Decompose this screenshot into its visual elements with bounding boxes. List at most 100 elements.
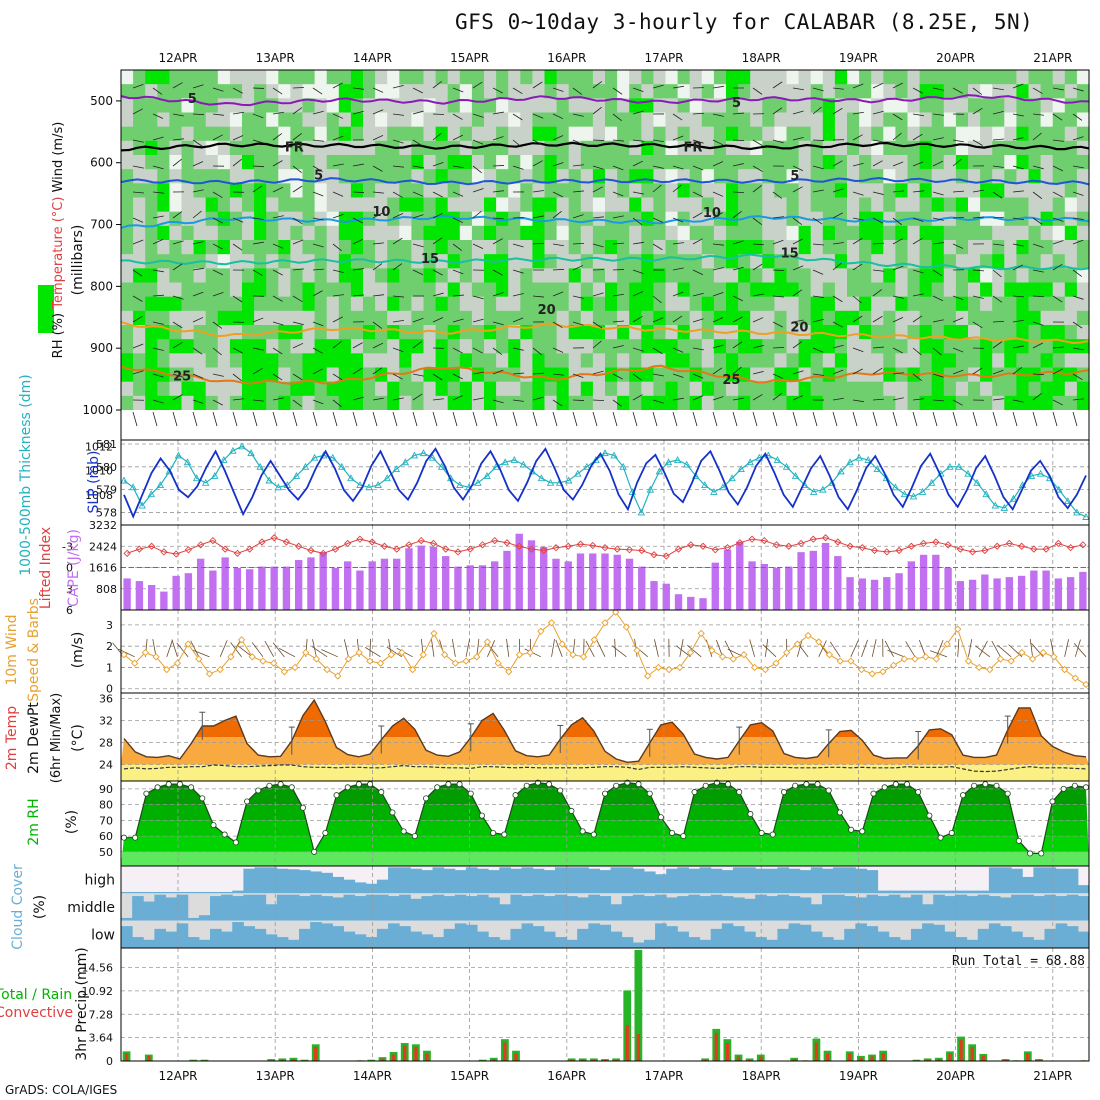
wind10m-marker	[922, 653, 930, 661]
cloud-cell	[710, 868, 723, 894]
cloud-cell	[510, 868, 523, 894]
surface-wind-barb	[332, 411, 338, 427]
rh-cell	[822, 381, 836, 397]
rh-cell	[907, 240, 921, 255]
lifted-index-marker	[172, 550, 180, 558]
cloud-cell	[999, 867, 1012, 894]
cloud-cell	[910, 890, 923, 894]
rh-cell	[484, 310, 497, 326]
cloud-row-label: middle	[67, 900, 115, 916]
rh-cell	[278, 112, 291, 128]
isotherm-label: 10	[372, 205, 390, 220]
thickness-marker	[1009, 494, 1018, 502]
rh2m-marker	[881, 784, 888, 791]
rh-cell	[617, 169, 630, 184]
wind-barb	[492, 165, 505, 167]
rh-cell	[1040, 112, 1054, 128]
rh-cell	[653, 197, 667, 213]
temp-units-label: (°C)	[70, 724, 86, 752]
rh-cell	[363, 84, 376, 99]
rh-cell	[822, 268, 836, 284]
rh-cell	[508, 169, 521, 184]
rh-cell	[532, 268, 546, 284]
rh-cell	[919, 211, 933, 227]
rh-cell	[242, 126, 255, 142]
rh-cell	[435, 155, 449, 170]
wind-barb	[452, 243, 463, 251]
wind10m-barb	[451, 639, 456, 657]
rh-cell	[992, 325, 1005, 340]
thickness-marker	[365, 483, 373, 491]
rh-cell	[580, 268, 594, 284]
rh-cell	[278, 268, 291, 284]
wind-barb	[232, 111, 244, 115]
rh-cell	[931, 84, 945, 99]
rh-cell	[435, 268, 449, 284]
rh-cell	[205, 367, 219, 383]
rh-cell	[544, 353, 558, 369]
wind10m-marker	[718, 653, 727, 661]
rh-cell	[653, 70, 667, 85]
surface-wind-barb	[212, 411, 218, 427]
lifted-index-marker	[919, 539, 928, 548]
wind-barb	[392, 237, 403, 245]
wind10m-barb	[264, 640, 274, 658]
wind-barb	[392, 113, 404, 116]
rh-cell	[629, 183, 642, 199]
cloud-cell	[287, 869, 300, 894]
wind-barb	[152, 399, 164, 404]
cape-bar	[699, 598, 707, 610]
lifted-index-marker	[221, 545, 229, 553]
rh-cell	[834, 325, 848, 340]
cloud-cell	[265, 867, 278, 894]
surface-wind-barb	[132, 411, 138, 427]
cape-bar	[282, 566, 291, 610]
lifted-index-marker	[331, 545, 340, 553]
rh-cell	[895, 296, 909, 312]
rh-cell	[169, 282, 183, 298]
surface-wind-barb	[272, 411, 278, 427]
lifted-index-line	[126, 537, 1084, 557]
rh-cell	[774, 70, 788, 85]
rh-cell	[133, 381, 146, 397]
rh-cell	[859, 155, 872, 170]
rh-cell	[387, 310, 400, 326]
cloud-cell	[176, 891, 189, 894]
rh-cell	[592, 70, 606, 85]
rh-band	[121, 804, 1089, 821]
rh-cell	[580, 353, 594, 369]
wind10m-marker	[430, 629, 438, 638]
rh-cell	[847, 381, 860, 397]
wind-barb	[1052, 191, 1063, 198]
rh2m-marker	[389, 809, 396, 816]
rh-cell	[701, 310, 715, 326]
rh-cell	[738, 339, 751, 354]
rh-cell	[302, 339, 316, 354]
wind-barb	[912, 113, 924, 117]
rh-cell	[544, 225, 558, 241]
wind-barb	[632, 110, 644, 115]
rh-cell	[592, 254, 606, 269]
rh-cell	[193, 268, 207, 284]
wind-barb	[1072, 165, 1084, 169]
rh-cell	[484, 381, 497, 397]
rh-cell	[701, 381, 715, 397]
thickness-marker	[129, 483, 137, 491]
wind-barb	[512, 399, 524, 402]
wind-barb	[212, 243, 223, 250]
rh-cell	[193, 395, 207, 411]
rh-cell	[665, 310, 679, 326]
cape-bar	[380, 558, 389, 610]
rh-cell	[665, 395, 679, 411]
rh-cell	[798, 98, 812, 114]
rh-cell	[556, 395, 570, 411]
rh-cell	[992, 395, 1005, 411]
cloud-cell	[154, 894, 167, 921]
rh-cell	[484, 296, 497, 312]
rh-cell	[617, 353, 630, 369]
rh-cell	[1052, 84, 1066, 99]
wind-barb	[672, 184, 682, 193]
cape-bar	[968, 579, 977, 610]
rh-cell	[955, 197, 969, 213]
